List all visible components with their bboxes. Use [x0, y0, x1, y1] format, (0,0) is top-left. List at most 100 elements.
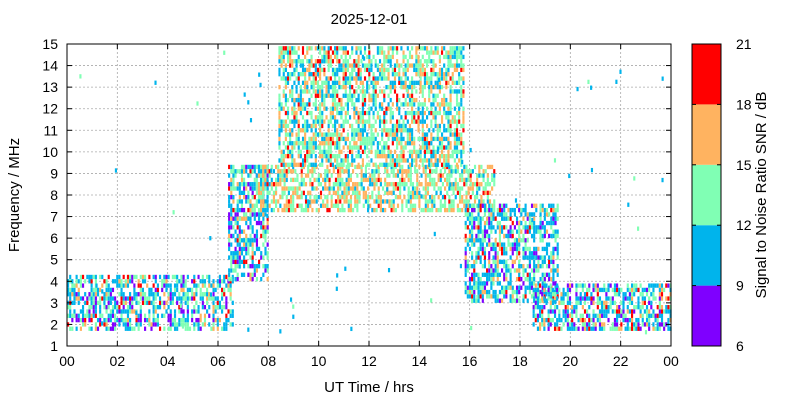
data-point	[663, 326, 666, 331]
data-point	[319, 119, 322, 124]
data-point	[552, 216, 555, 221]
data-point	[277, 173, 280, 178]
data-point	[455, 59, 459, 64]
data-point	[361, 123, 364, 129]
data-point	[330, 195, 333, 200]
data-point	[360, 169, 363, 174]
data-point	[556, 272, 559, 277]
data-point	[304, 76, 307, 81]
data-point	[230, 212, 233, 217]
data-point	[301, 72, 305, 77]
data-point	[633, 292, 636, 297]
data-point	[214, 287, 217, 293]
data-point	[355, 89, 358, 94]
x-tick-label: 00	[59, 353, 75, 369]
data-point	[230, 186, 233, 191]
data-point	[443, 164, 447, 170]
data-point	[422, 164, 425, 170]
data-point	[247, 182, 250, 187]
data-point	[118, 283, 121, 288]
data-point	[522, 233, 525, 239]
data-point	[406, 63, 409, 68]
data-point	[353, 145, 356, 150]
data-point	[650, 300, 653, 306]
data-point	[234, 259, 237, 265]
data-point	[453, 89, 456, 94]
data-point	[359, 80, 362, 85]
data-point	[245, 182, 248, 187]
data-point	[451, 154, 454, 159]
data-point	[278, 136, 281, 142]
data-point	[430, 158, 433, 163]
data-point	[330, 199, 333, 204]
data-point	[249, 186, 252, 191]
data-point	[141, 296, 145, 301]
data-point	[334, 203, 338, 208]
data-point	[331, 102, 335, 107]
data-point	[247, 225, 250, 230]
data-point	[92, 313, 95, 318]
data-point	[354, 190, 357, 195]
data-point	[460, 149, 463, 155]
data-point	[328, 207, 331, 213]
data-point	[430, 154, 433, 159]
data-point	[438, 102, 441, 107]
data-point	[334, 158, 337, 163]
data-point	[533, 259, 536, 265]
data-point	[323, 46, 326, 51]
data-point	[111, 313, 115, 318]
data-point	[534, 292, 537, 297]
data-point	[283, 190, 286, 195]
data-point	[278, 158, 281, 163]
data-point	[592, 326, 595, 331]
data-point	[554, 268, 557, 273]
data-point	[240, 246, 244, 252]
data-point	[439, 173, 442, 178]
data-point	[368, 141, 371, 146]
data-point	[435, 169, 438, 174]
data-point	[230, 182, 233, 187]
data-point	[483, 220, 487, 226]
data-point	[201, 283, 204, 288]
data-point	[316, 59, 320, 64]
data-point	[300, 164, 303, 170]
data-point	[352, 186, 355, 191]
data-point	[483, 229, 487, 234]
data-point	[381, 102, 384, 107]
data-point	[411, 182, 415, 187]
data-point	[251, 276, 254, 282]
data-point	[116, 279, 119, 284]
data-point	[92, 305, 95, 310]
data-point	[385, 84, 388, 90]
data-point	[473, 276, 476, 282]
data-point	[283, 164, 286, 170]
data-point	[280, 102, 283, 107]
data-point	[368, 72, 371, 77]
data-point	[458, 50, 461, 55]
data-point	[314, 136, 317, 142]
data-point	[376, 145, 379, 150]
data-point	[79, 279, 82, 284]
data-point	[245, 186, 248, 191]
data-point	[423, 110, 427, 116]
data-point	[458, 46, 461, 51]
data-point	[363, 102, 367, 107]
data-point	[144, 317, 147, 323]
data-point	[319, 110, 322, 116]
data-point	[310, 136, 313, 142]
data-point	[391, 110, 394, 116]
data-point	[438, 67, 441, 73]
data-point	[534, 300, 537, 306]
data-point	[408, 162, 412, 167]
data-point	[548, 255, 551, 260]
data-point	[511, 264, 514, 269]
data-point	[428, 149, 431, 155]
data-point	[579, 296, 582, 301]
data-point	[492, 276, 495, 282]
data-point	[291, 132, 294, 137]
data-point	[280, 106, 283, 111]
data-point	[596, 317, 599, 323]
data-point	[435, 190, 438, 195]
data-point	[652, 313, 655, 318]
data-point	[378, 154, 382, 159]
